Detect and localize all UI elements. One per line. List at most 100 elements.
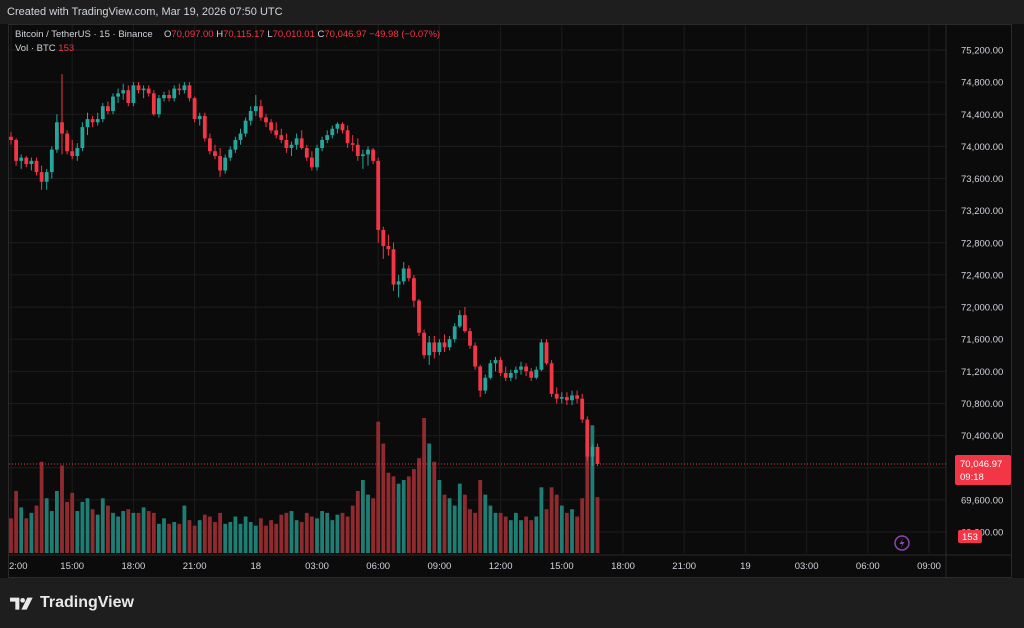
volume-bar [253, 525, 258, 553]
volume-bar [519, 520, 523, 553]
candle-body [146, 88, 151, 94]
candle-body [524, 366, 528, 372]
volume-bar [524, 516, 528, 553]
volume-bar [442, 494, 447, 553]
volume-bar [595, 497, 600, 553]
price-tick-label: 75,200.00 [961, 46, 1003, 57]
volume-bar [432, 461, 437, 553]
volume-bar [111, 512, 115, 553]
candle-body [381, 229, 386, 247]
volume-bar [304, 512, 309, 553]
volume-label[interactable]: Vol · BTC [15, 43, 56, 54]
candle-body [565, 397, 569, 401]
volume-bar [34, 505, 39, 553]
open-label: O [163, 29, 172, 40]
volume-bar [75, 511, 80, 553]
candle-body [162, 94, 166, 99]
top-header: Created with TradingView.com, Mar 19, 20… [0, 0, 1024, 24]
candle-body [473, 345, 477, 367]
volume-bar [146, 511, 151, 553]
volume-bar [345, 516, 350, 553]
volume-bar [136, 512, 141, 553]
volume-bar [371, 498, 375, 553]
volume-bar [121, 511, 126, 553]
candle-body [345, 130, 350, 144]
chart-frame[interactable] [8, 24, 1012, 578]
candle-body [406, 268, 411, 279]
price-tag[interactable]: 70,046.97 09:18 [955, 455, 1011, 485]
candle-body [488, 363, 493, 378]
price-tick-label: 74,000.00 [961, 142, 1003, 153]
candle-body [202, 115, 207, 139]
candle-body [157, 98, 161, 115]
candle-body [177, 88, 182, 91]
candle-body [514, 369, 518, 373]
symbol-name[interactable]: Bitcoin / TetherUS · 15 · Binance [15, 29, 153, 40]
volume-bar [85, 498, 90, 553]
candle-body [259, 106, 263, 118]
volume-bar [24, 518, 29, 553]
price-tick-label: 73,600.00 [961, 174, 1003, 185]
created-with-text: Created with TradingView.com, Mar 19, 20… [7, 6, 283, 18]
volume-bar [401, 480, 406, 553]
price-tick-label: 72,800.00 [961, 238, 1003, 249]
volume-bar [585, 443, 590, 553]
candle-body [70, 151, 75, 157]
volume-bar [274, 523, 279, 553]
time-tick-label: 06:00 [856, 561, 880, 572]
volume-bar [299, 521, 304, 553]
tradingview-brand[interactable]: TradingView [10, 592, 134, 614]
candle-body [238, 133, 243, 140]
volume-bar [488, 505, 493, 553]
candle-body [544, 342, 549, 364]
volume-bar [126, 509, 131, 553]
candle-body [44, 172, 49, 182]
candle-body [559, 397, 564, 399]
volume-bar [539, 487, 544, 553]
candle-body [463, 315, 467, 332]
volume-tag: 153 [958, 530, 982, 543]
candle-body [330, 128, 335, 136]
volume-tag-value: 153 [962, 532, 978, 543]
time-axis[interactable]: 2:00 15:00 18:00 21:00 18 03:00 06:00 09:00 12:0… [9, 561, 941, 572]
candle-body [274, 130, 279, 136]
candle-body [172, 88, 177, 99]
time-tick-label: 15:00 [550, 561, 574, 572]
volume-bar [493, 512, 498, 553]
candle-body [243, 120, 248, 134]
volume-bar [65, 501, 69, 553]
price-candles[interactable] [9, 74, 600, 467]
price-tick-label: 72,400.00 [961, 270, 1003, 281]
volume-bar [284, 512, 289, 553]
volume-bar [412, 469, 416, 553]
time-tick-label: 09:00 [428, 561, 452, 572]
volume-bar [116, 516, 120, 553]
tradingview-logo-icon [10, 597, 33, 610]
candle-body [218, 156, 222, 171]
volume-bar [544, 509, 549, 553]
volume-bar [29, 512, 34, 553]
candle-body [131, 85, 136, 104]
volume-bar [427, 443, 432, 553]
candle-body [355, 144, 360, 157]
candle-body [264, 117, 268, 123]
open-value: 70,097.00 [171, 29, 214, 40]
volume-bar [202, 514, 207, 553]
lightning-icon[interactable] [894, 535, 910, 551]
price-tick-label: 71,200.00 [961, 367, 1003, 378]
volume-bar [49, 511, 54, 553]
candle-body [570, 395, 574, 401]
candle-body [493, 360, 498, 364]
volume-bar [218, 512, 222, 553]
high-value: 70,115.17 [223, 29, 265, 40]
candle-body [60, 122, 64, 134]
time-tick-label: 18:00 [122, 561, 146, 572]
candle-body [49, 149, 54, 173]
price-tick-label: 70,400.00 [961, 431, 1003, 442]
candle-body [483, 377, 488, 391]
volume-bar [177, 523, 182, 553]
volume-bar [559, 505, 564, 553]
volume-bar [106, 505, 110, 553]
candle-body [233, 139, 238, 150]
